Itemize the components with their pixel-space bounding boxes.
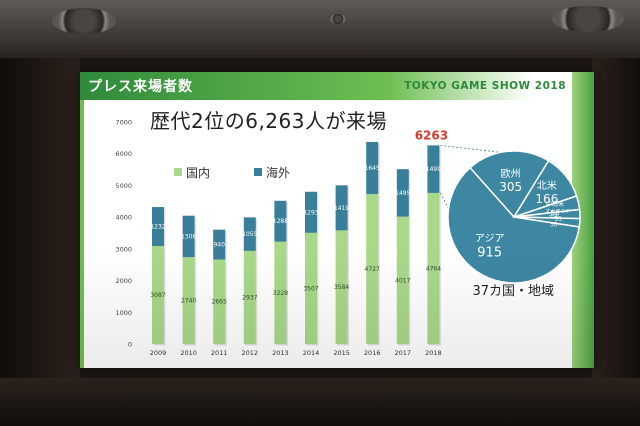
bar-overseas <box>274 200 287 242</box>
bar-overseas <box>335 185 348 231</box>
left-wall <box>0 58 80 426</box>
pie-slice <box>469 150 550 219</box>
projection-screen: プレス来場者数 TOKYO GAME SHOW 2018 歴代2位の6,263人… <box>80 72 594 368</box>
pie-slice-name: 北米 <box>537 179 557 192</box>
bar-label-domestic: 2665 <box>212 299 227 306</box>
x-tick-label: 2016 <box>364 349 381 357</box>
bar-label-overseas: 1232 <box>150 224 165 231</box>
connector-top <box>440 144 507 154</box>
slide-header-bar <box>80 72 594 100</box>
legend-swatch-overseas <box>254 168 262 176</box>
pie-slice-value: 30 <box>550 221 558 228</box>
legend-label-overseas: 海外 <box>266 166 291 180</box>
ceiling-light-left <box>52 8 116 34</box>
bar-label-domestic: 3087 <box>150 292 165 299</box>
bar-label-domestic: 2740 <box>181 298 196 305</box>
bar-label-overseas: 1293 <box>303 209 318 216</box>
x-tick-label: 2018 <box>425 349 442 357</box>
bar-label-domestic: 3584 <box>334 284 349 291</box>
x-tick-label: 2011 <box>211 349 228 357</box>
bar-label-domestic: 3228 <box>273 290 288 297</box>
bar-domestic <box>213 259 226 344</box>
pie-slice-name: 中南米 <box>546 200 564 208</box>
bar-label-overseas: 1499 <box>426 166 441 173</box>
legend-label-domestic: 国内 <box>186 166 211 180</box>
pie-slice-name: 欧州 <box>501 168 521 180</box>
pie-slice-name: アジア <box>475 233 505 244</box>
bar-overseas <box>305 191 317 233</box>
bar-label-overseas: 1055 <box>242 231 257 238</box>
ceiling-light-right <box>552 6 624 32</box>
stage-floor <box>0 378 640 426</box>
x-tick-label: 2012 <box>242 349 259 357</box>
bar-label-domestic: 3507 <box>303 285 318 292</box>
bar-label-overseas: 1419 <box>334 205 349 212</box>
y-tick-label: 7000 <box>115 119 132 127</box>
bar-label-overseas: 1645 <box>365 165 380 172</box>
pie-slice-value: 50 <box>551 209 560 217</box>
bar-domestic <box>396 216 409 344</box>
bar-label-domestic: 4764 <box>426 265 441 272</box>
headline: 歴代2位の6,263人が来場 <box>150 109 387 133</box>
x-tick-label: 2014 <box>303 349 320 357</box>
slide-title: プレス来場者数 <box>88 79 193 95</box>
legend-swatch-domestic <box>174 168 182 176</box>
bar-overseas <box>396 169 409 217</box>
x-tick-label: 2017 <box>395 349 412 357</box>
pie-slice-name: オセアニア <box>546 209 571 215</box>
bar-domestic <box>305 232 317 344</box>
y-tick-label: 4000 <box>115 214 132 222</box>
pie-slice <box>513 216 581 228</box>
y-tick-label: 1000 <box>115 309 132 317</box>
right-wall <box>592 58 640 426</box>
x-tick-label: 2013 <box>272 349 289 357</box>
bar-domestic <box>182 257 195 344</box>
bar-domestic <box>366 194 379 344</box>
pie-slice-value: 915 <box>477 245 502 260</box>
bar-overseas <box>152 207 164 247</box>
bar-label-overseas: 1306 <box>181 233 196 240</box>
bar-label-domestic: 2937 <box>242 294 257 301</box>
x-tick-label: 2015 <box>333 349 350 357</box>
bar-domestic <box>274 241 287 344</box>
left-green-stripe <box>80 100 84 368</box>
pie-slice-value: 305 <box>499 180 522 194</box>
bar-domestic <box>152 246 164 344</box>
bar-label-overseas: 940 <box>213 242 225 249</box>
bar-label-domestic: 4727 <box>365 266 380 273</box>
bar-domestic <box>335 230 348 344</box>
brand-logo: TOKYO GAME SHOW 2018 <box>404 80 566 92</box>
y-tick-label: 2000 <box>115 277 132 285</box>
x-tick-label: 2010 <box>180 349 197 357</box>
bar-overseas <box>213 229 226 260</box>
region-caption: 37カ国・地域 <box>472 284 554 299</box>
y-tick-label: 0 <box>128 341 132 349</box>
pie-slice <box>447 166 581 284</box>
bar-overseas <box>366 141 379 195</box>
stacked-bar-chart: 0 1000 2000 3000 4000 5000 6000 7000 3087 1232 200… <box>115 119 581 357</box>
bar-domestic <box>427 192 440 344</box>
bar-label-domestic: 4017 <box>395 277 410 284</box>
bar-overseas <box>182 215 195 258</box>
pie-slice-value: 33 <box>554 216 562 223</box>
bar-domestic <box>243 250 256 344</box>
y-tick-label: 3000 <box>115 245 132 253</box>
bar-label-overseas: 1288 <box>273 218 288 225</box>
pie-slice-value: 166 <box>535 192 558 206</box>
bar-overseas <box>427 145 440 193</box>
x-tick-label: 2009 <box>150 349 167 357</box>
bar-label-overseas: 1495 <box>395 190 410 197</box>
right-green-stripe <box>572 72 594 368</box>
total-highlight-label: 6263 <box>415 128 448 142</box>
ceiling-light-center <box>330 14 346 24</box>
y-tick-label: 6000 <box>115 150 132 158</box>
bar-overseas <box>243 217 256 251</box>
pie-slice-name: 中東 <box>549 213 559 220</box>
y-tick-label: 5000 <box>115 182 132 190</box>
